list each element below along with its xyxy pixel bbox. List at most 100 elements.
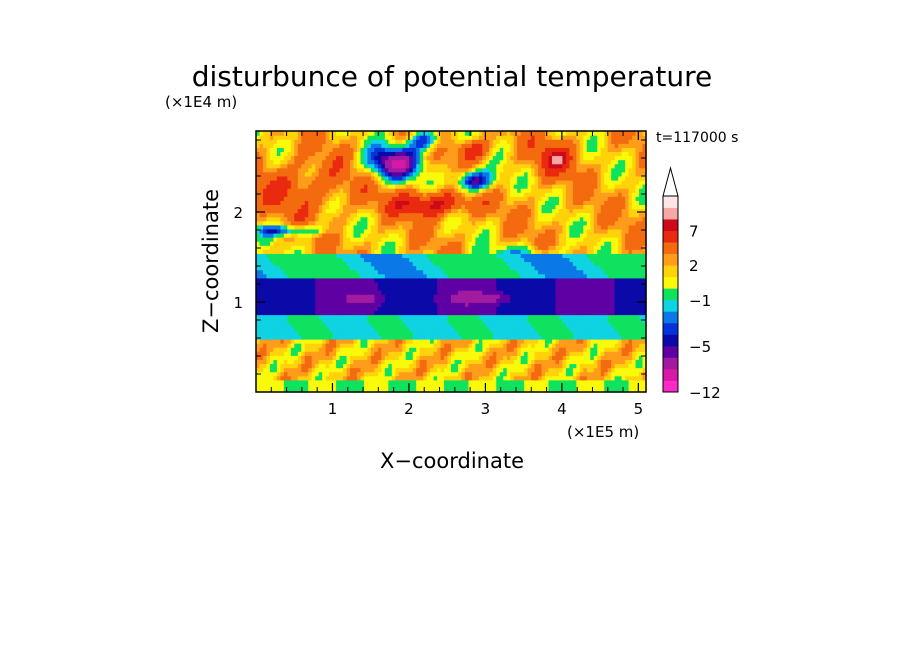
field-cell	[384, 387, 389, 393]
field-cell	[315, 359, 320, 365]
field-cell	[555, 306, 560, 312]
field-cell	[586, 241, 591, 246]
field-cell	[384, 216, 389, 222]
field-cell	[402, 290, 407, 295]
field-cell	[398, 273, 403, 279]
field-cell	[294, 306, 299, 312]
field-cell	[621, 237, 626, 242]
field-cell	[489, 343, 494, 348]
field-cell	[555, 249, 560, 254]
field-cell	[367, 383, 372, 389]
field-cell	[597, 351, 602, 356]
field-cell	[353, 371, 358, 377]
field-cell	[273, 355, 278, 360]
field-cell	[579, 383, 584, 389]
field-cell	[353, 277, 358, 283]
field-cell	[356, 273, 362, 279]
field-cell	[416, 334, 421, 340]
field-cell	[614, 343, 619, 348]
field-cell	[642, 294, 647, 299]
field-cell	[642, 355, 647, 360]
field-cell	[541, 253, 546, 259]
field-cell	[283, 245, 288, 250]
field-cell	[374, 330, 379, 336]
field-cell	[464, 208, 470, 214]
field-cell	[402, 277, 407, 283]
field-cell	[510, 285, 515, 291]
field-cell	[329, 253, 334, 259]
field-cell	[583, 326, 588, 332]
field-cell	[353, 306, 358, 312]
field-cell	[332, 224, 337, 230]
field-cell	[256, 314, 261, 320]
field-cell	[447, 306, 452, 312]
field-cell	[430, 232, 435, 238]
field-cell	[367, 318, 372, 324]
field-cell	[444, 351, 449, 356]
field-cell	[440, 343, 445, 348]
field-cell	[391, 302, 396, 307]
field-cell	[308, 241, 313, 246]
field-cell	[520, 224, 525, 230]
field-cell	[304, 273, 309, 279]
field-cell	[534, 232, 539, 238]
field-cell	[590, 265, 595, 271]
field-cell	[569, 269, 574, 275]
field-cell	[332, 290, 337, 295]
field-cell	[625, 322, 630, 328]
field-cell	[346, 208, 351, 214]
field-cell	[457, 212, 463, 218]
field-cell	[388, 322, 393, 328]
field-cell	[597, 261, 602, 267]
field-cell	[607, 375, 612, 381]
field-cell	[412, 334, 417, 340]
field-cell	[433, 343, 438, 348]
field-cell	[322, 224, 327, 230]
field-cell	[287, 216, 292, 222]
field-cell	[256, 338, 261, 344]
field-cell	[520, 241, 525, 246]
field-cell	[416, 351, 421, 356]
field-cell	[451, 302, 456, 307]
field-cell	[437, 257, 442, 263]
field-cell	[510, 298, 515, 303]
field-cell	[391, 285, 396, 291]
field-cell	[273, 232, 278, 238]
field-cell	[374, 265, 379, 271]
field-cell	[315, 290, 320, 295]
field-cell	[343, 351, 348, 356]
field-cell	[444, 212, 449, 218]
field-cell	[569, 387, 574, 393]
field-cell	[339, 302, 344, 307]
field-cell	[377, 273, 382, 279]
field-cell	[332, 208, 337, 214]
field-cell	[367, 212, 372, 218]
field-cell	[642, 326, 647, 332]
field-cell	[423, 281, 428, 287]
field-cell	[510, 253, 515, 259]
field-cell	[409, 387, 414, 393]
field-cell	[423, 375, 428, 381]
field-cell	[440, 359, 445, 365]
field-cell	[409, 347, 414, 352]
field-cell	[628, 212, 633, 218]
field-cell	[444, 281, 449, 287]
field-cell	[520, 334, 525, 340]
field-cell	[468, 334, 473, 340]
field-cell	[597, 310, 602, 316]
field-cell	[572, 241, 577, 246]
field-cell	[391, 228, 396, 234]
field-cell	[311, 298, 316, 303]
field-cell	[454, 285, 459, 291]
field-cell	[405, 253, 410, 259]
field-cell	[583, 294, 588, 299]
field-cell	[454, 273, 459, 279]
field-cell	[454, 383, 459, 389]
field-cell	[513, 318, 518, 324]
field-cell	[283, 379, 288, 385]
field-cell	[370, 245, 375, 250]
field-cell	[531, 228, 536, 234]
chart-title: disturbunce of potential temperature	[192, 60, 713, 93]
field-cell	[639, 224, 644, 230]
field-cell	[283, 347, 288, 352]
